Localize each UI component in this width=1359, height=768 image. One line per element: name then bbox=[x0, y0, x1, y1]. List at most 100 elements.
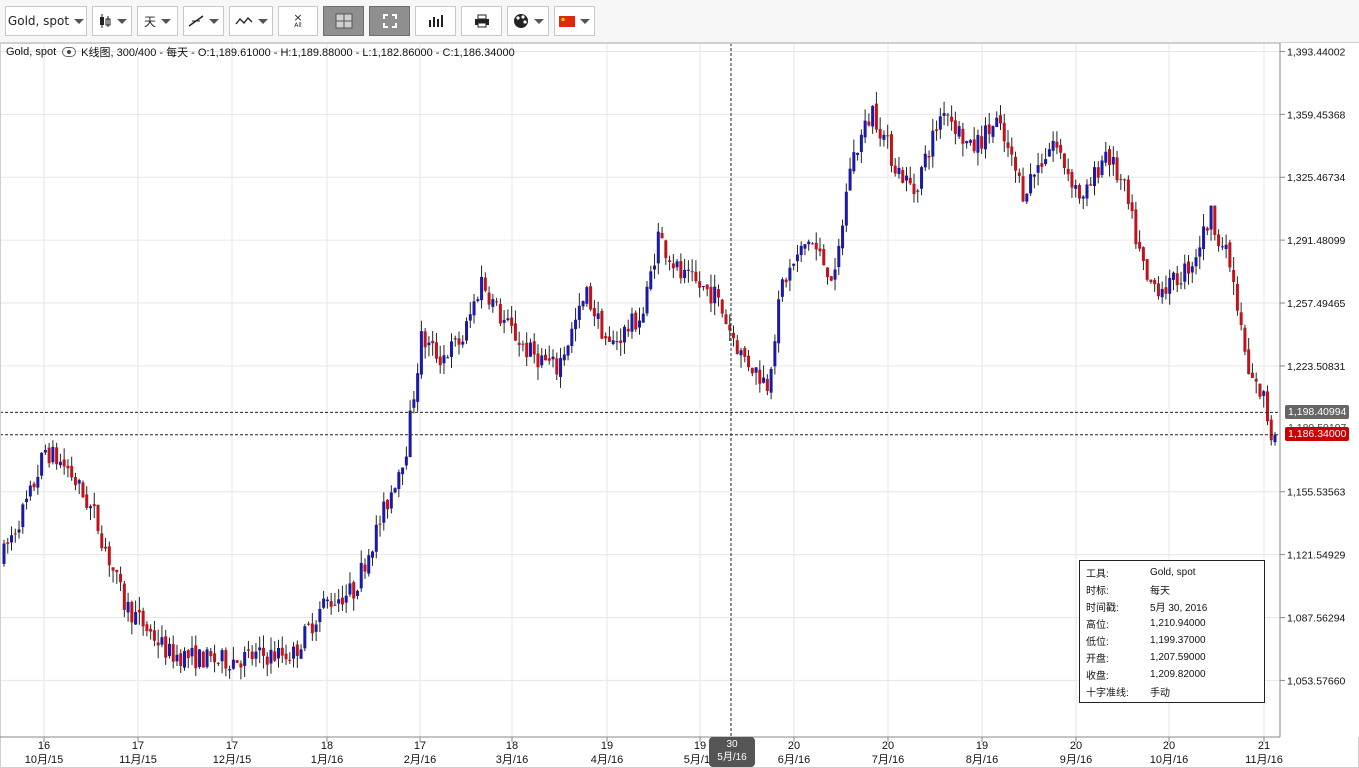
candle-up bbox=[374, 524, 378, 552]
candle-down bbox=[1126, 179, 1130, 205]
candle-up bbox=[852, 152, 856, 172]
x-tick-day: 18 bbox=[321, 740, 333, 752]
candle-up bbox=[367, 555, 371, 574]
data-window-value: 每天 bbox=[1150, 586, 1170, 597]
candle-up bbox=[581, 301, 585, 307]
price-axis-bg bbox=[1280, 43, 1359, 737]
data-window-key: 时标: bbox=[1086, 586, 1109, 597]
candle-up bbox=[1044, 159, 1048, 164]
chevron-down-icon bbox=[209, 18, 219, 24]
candle-down bbox=[1232, 269, 1236, 283]
candle-down bbox=[604, 336, 608, 339]
candle-up bbox=[803, 244, 807, 249]
candle-up bbox=[393, 488, 397, 493]
candle-down bbox=[152, 630, 156, 641]
candle-up bbox=[1194, 257, 1198, 267]
candle-down bbox=[70, 465, 74, 478]
price-chart[interactable]: 1,393.44002 1,359.45368 1,325.46734 1,291.4… bbox=[0, 43, 1359, 768]
eye-icon[interactable] bbox=[62, 47, 77, 57]
candle-down bbox=[961, 128, 965, 144]
candle-down bbox=[73, 477, 77, 486]
chart-type-select[interactable] bbox=[92, 6, 132, 36]
x-tick-month: 9月/16 bbox=[1060, 754, 1092, 766]
candle-up bbox=[449, 341, 453, 357]
x-tick-month: 3月/16 bbox=[496, 754, 528, 766]
candle-up bbox=[419, 331, 423, 375]
candle-up bbox=[465, 321, 469, 341]
palette-icon bbox=[513, 14, 528, 28]
candle-up bbox=[630, 313, 634, 332]
candle-up bbox=[1111, 157, 1115, 165]
volume-button[interactable] bbox=[415, 6, 456, 36]
candle-down bbox=[521, 343, 525, 345]
candle-up bbox=[656, 231, 660, 264]
crosshair-toggle[interactable] bbox=[323, 6, 364, 36]
candle-down bbox=[1066, 168, 1070, 175]
candle-down bbox=[829, 276, 833, 281]
fullscreen-toggle[interactable] bbox=[369, 6, 410, 36]
candle-down bbox=[1096, 167, 1100, 178]
candle-down bbox=[532, 341, 536, 355]
printer-icon bbox=[474, 14, 489, 28]
drawing-tools-button[interactable] bbox=[183, 6, 224, 36]
candle-down bbox=[1059, 144, 1063, 153]
candle-up bbox=[355, 590, 359, 596]
candle-down bbox=[62, 459, 66, 467]
candle-up bbox=[1171, 272, 1175, 280]
candle-down bbox=[543, 354, 547, 361]
price-axis: 1,393.44002 1,359.45368 1,325.46734 1,291.4… bbox=[1279, 43, 1359, 737]
candle-up bbox=[611, 340, 615, 345]
x-tick-month: 4月/16 bbox=[591, 754, 623, 766]
crosshair-date-tag: 30 5月/16 bbox=[709, 737, 755, 767]
chevron-down-icon bbox=[580, 18, 590, 24]
candle-down bbox=[1247, 349, 1251, 375]
symbol-select[interactable]: Gold, spot bbox=[5, 6, 87, 36]
data-window-row: 时标: 每天 bbox=[1086, 581, 1264, 598]
candle-up bbox=[314, 624, 318, 632]
candle-up bbox=[77, 480, 81, 484]
language-select[interactable] bbox=[554, 6, 595, 36]
indicators-button[interactable] bbox=[229, 6, 273, 36]
candle-up bbox=[968, 140, 972, 143]
candle-up bbox=[412, 399, 416, 408]
y-tick-label: 1,155.53563 bbox=[1287, 487, 1346, 499]
candle-down bbox=[784, 279, 788, 283]
candle-down bbox=[307, 623, 311, 625]
x-tick-day: 20 bbox=[1070, 740, 1082, 752]
y-tick-label: 1,223.50831 bbox=[1287, 361, 1346, 373]
candle-down bbox=[901, 170, 905, 183]
candle-down bbox=[998, 115, 1002, 124]
candle-down bbox=[732, 332, 736, 339]
candle-down bbox=[1228, 242, 1232, 268]
candle-up bbox=[299, 649, 303, 659]
candle-up bbox=[1209, 205, 1213, 230]
candle-up bbox=[1025, 193, 1029, 202]
print-button[interactable] bbox=[461, 6, 502, 36]
candle-up bbox=[476, 299, 480, 301]
candle-down bbox=[1217, 234, 1221, 247]
color-scheme-select[interactable] bbox=[507, 6, 549, 36]
candle-down bbox=[912, 183, 916, 195]
candle-up bbox=[1179, 283, 1183, 285]
candle-up bbox=[134, 612, 138, 625]
candle-down bbox=[950, 116, 954, 122]
candle-down bbox=[634, 312, 638, 330]
candle-up bbox=[1100, 160, 1104, 176]
candle-down bbox=[765, 378, 769, 391]
data-window-value: 1,199.37000 bbox=[1150, 635, 1206, 646]
candle-down bbox=[6, 542, 10, 544]
candle-down bbox=[107, 546, 111, 566]
candle-down bbox=[186, 650, 190, 659]
candle-up bbox=[88, 506, 92, 509]
remove-all-button[interactable]: × All bbox=[278, 6, 318, 36]
candle-up bbox=[641, 313, 645, 323]
candle-up bbox=[942, 113, 946, 116]
legend-ohlc: K线图, 300/400 - 每天 - O:1,189.61000 - H:1,… bbox=[81, 47, 515, 59]
data-window: 工具: Gold, spot 时标: 每天 时间戳: 5月 30, 2016 高位: 1,21… bbox=[1079, 560, 1265, 703]
candle-down bbox=[1055, 141, 1059, 148]
candle-down bbox=[1235, 283, 1239, 311]
x-tick-month: 6月/16 bbox=[778, 754, 810, 766]
candle-down bbox=[953, 120, 957, 134]
period-select[interactable]: 天 bbox=[137, 6, 178, 36]
fullscreen-icon bbox=[382, 14, 397, 28]
